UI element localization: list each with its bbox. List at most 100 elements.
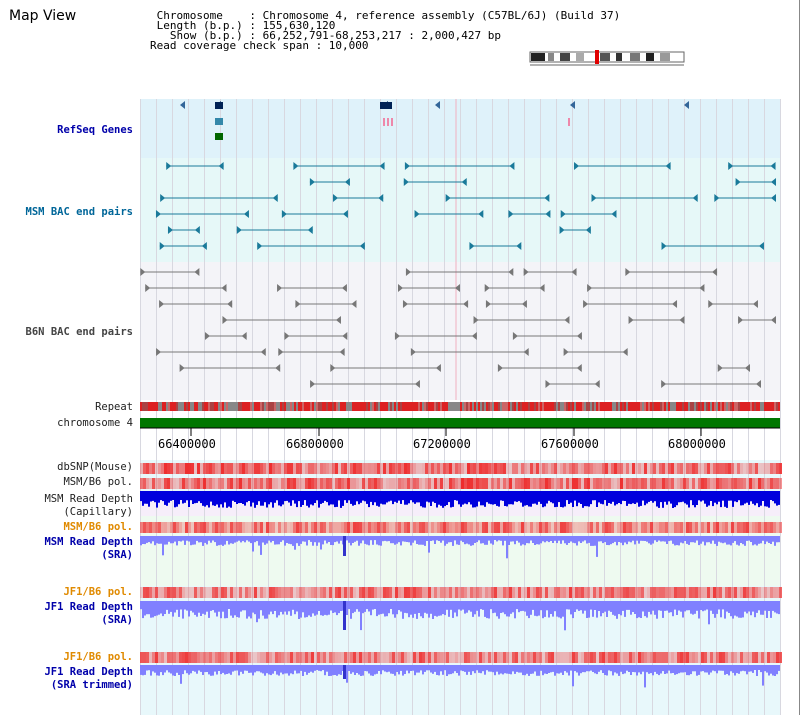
msm-sra-depth-bar	[410, 536, 412, 546]
jf1-trim-depth-bar	[754, 665, 756, 670]
msm-cap-depth-bar	[172, 491, 174, 500]
dbsnp-heat-cell	[752, 463, 755, 474]
b6n-bac-pair-end	[699, 284, 705, 292]
msm-b6-pol-heat-cell	[401, 478, 404, 489]
jf1-pol-heat-cell	[539, 587, 542, 598]
repeat-mark	[338, 402, 340, 411]
jf1-pol-heat-cell	[728, 587, 731, 598]
repeat-mark	[244, 402, 246, 411]
msm-b6-pol-heat-cell	[626, 478, 629, 489]
jf1-trim-depth-bar	[444, 665, 446, 671]
msm-b6-pol-2-heat-cell	[497, 522, 500, 533]
msm-b6-pol-2-heat-cell	[578, 522, 581, 533]
repeat-mark	[644, 402, 646, 411]
msm-b6-pol-2-heat-cell	[290, 522, 293, 533]
jf1-pol-heat-cell	[143, 587, 146, 598]
msm-b6-pol-2-heat-cell	[272, 522, 275, 533]
jf1-sra-depth-bar	[220, 601, 222, 619]
jf1-pol-heat-cell	[674, 587, 677, 598]
msm-b6-pol-2-heat-cell	[227, 522, 230, 533]
repeat-mark	[634, 402, 636, 411]
dbsnp-heat-cell	[533, 463, 536, 474]
jf1-pol-heat-cell	[452, 587, 455, 598]
jf1-trim-depth-bar	[458, 665, 460, 676]
jf1-sra-depth-bar	[672, 601, 674, 617]
msm-sra-depth-bar	[336, 536, 338, 542]
jf1-sra-depth-bar	[162, 601, 164, 617]
jf1-trim-depth-bar	[748, 665, 750, 672]
repeat-mark	[234, 402, 236, 411]
jf1-pol-2-heat-cell	[140, 652, 143, 663]
msm-b6-pol-heat-cell	[320, 478, 323, 489]
jf1-trim-depth-bar	[644, 665, 646, 688]
msm-b6-pol-heat-cell	[545, 478, 548, 489]
dbsnp-heat-cell	[257, 463, 260, 474]
jf1-sra-depth-bar	[154, 601, 156, 617]
jf1-pol-heat-cell	[188, 587, 191, 598]
msm-cap-depth-bar	[450, 491, 452, 508]
jf1-pol-2-heat-cell	[749, 652, 752, 663]
repeat-mark	[242, 402, 244, 411]
msm-bac-pair-end	[342, 210, 348, 218]
dbsnp-heat-cell	[242, 463, 245, 474]
msm-bac-pair-end	[735, 178, 741, 186]
msm-b6-pol-heat-cell	[170, 478, 173, 489]
repeat-mark	[500, 402, 502, 411]
msm-cap-depth-bar	[370, 491, 372, 502]
jf1-trim-depth-bar	[568, 665, 570, 676]
jf1-trim-depth-bar	[218, 665, 220, 671]
msm-sra-depth-bar	[672, 536, 674, 544]
msm-cap-depth-bar	[302, 491, 304, 505]
msm-b6-pol-2-heat-cell	[395, 522, 398, 533]
jf1-trim-depth-bar	[554, 665, 556, 676]
msm-b6-pol-2-heat-cell	[668, 522, 671, 533]
msm-b6-pol-heat-cell	[248, 478, 251, 489]
msm-cap-depth-bar	[734, 491, 736, 502]
msm-b6-pol-2-heat-cell	[776, 522, 779, 533]
msm-sra-depth-bar	[760, 536, 762, 544]
msm-sra-depth-bar	[400, 536, 402, 546]
repeat-mark	[408, 402, 410, 411]
track-label-b6n-bac[interactable]: B6N BAC end pairs	[25, 326, 133, 338]
jf1-pol-2-heat-cell	[173, 652, 176, 663]
repeat-mark	[270, 402, 272, 411]
track-label-msm-bac[interactable]: MSM BAC end pairs	[25, 206, 133, 218]
jf1-sra-depth-bar	[740, 601, 742, 618]
msm-cap-depth-bar	[650, 491, 652, 501]
msm-sra-depth-bar	[488, 536, 490, 541]
jf1-sra-depth-bar	[310, 601, 312, 617]
msm-cap-depth-bar	[482, 491, 484, 506]
msm-bac-pair-end	[758, 242, 764, 250]
jf1-sra-depth-bar	[208, 601, 210, 618]
dbsnp-heat-cell	[212, 463, 215, 474]
b6n-bac-pair-end	[523, 348, 529, 356]
jf1-trim-depth-bar	[664, 665, 666, 674]
jf1-trim-depth-bar	[474, 665, 476, 674]
jf1-sra-depth-bar	[462, 601, 464, 610]
header-show: Show (b.p.) : 66,252,791-68,253,217 : 2,…	[150, 29, 501, 42]
jf1-trim-depth-bar	[560, 665, 562, 673]
jf1-pol-2-heat-cell	[752, 652, 755, 663]
jf1-trim-depth-bar	[270, 665, 272, 676]
dbsnp-heat-cell	[404, 463, 407, 474]
track-label-refseq[interactable]: RefSeq Genes	[57, 124, 133, 136]
jf1-pol-heat-cell	[743, 587, 746, 598]
b6n-bac-pair-end	[284, 332, 290, 340]
dbsnp-heat-cell	[575, 463, 578, 474]
jf1-sra-depth-bar	[274, 601, 276, 611]
msm-sra-depth-bar	[322, 536, 324, 545]
msm-sra-depth-bar	[386, 536, 388, 542]
depth-spike	[343, 665, 346, 679]
jf1-pol-2-heat-cell	[299, 652, 302, 663]
msm-b6-pol-2-heat-cell	[638, 522, 641, 533]
jf1-pol-heat-cell	[653, 587, 656, 598]
msm-cap-depth-bar	[754, 491, 756, 506]
msm-cap-depth-bar	[236, 491, 238, 504]
jf1-pol-2-heat-cell	[293, 652, 296, 663]
repeat-mark	[728, 402, 730, 411]
jf1-pol-heat-cell	[659, 587, 662, 598]
msm-b6-pol-2-heat-cell	[404, 522, 407, 533]
msm-sra-depth-bar	[692, 536, 694, 543]
msm-cap-depth-bar	[238, 491, 240, 504]
